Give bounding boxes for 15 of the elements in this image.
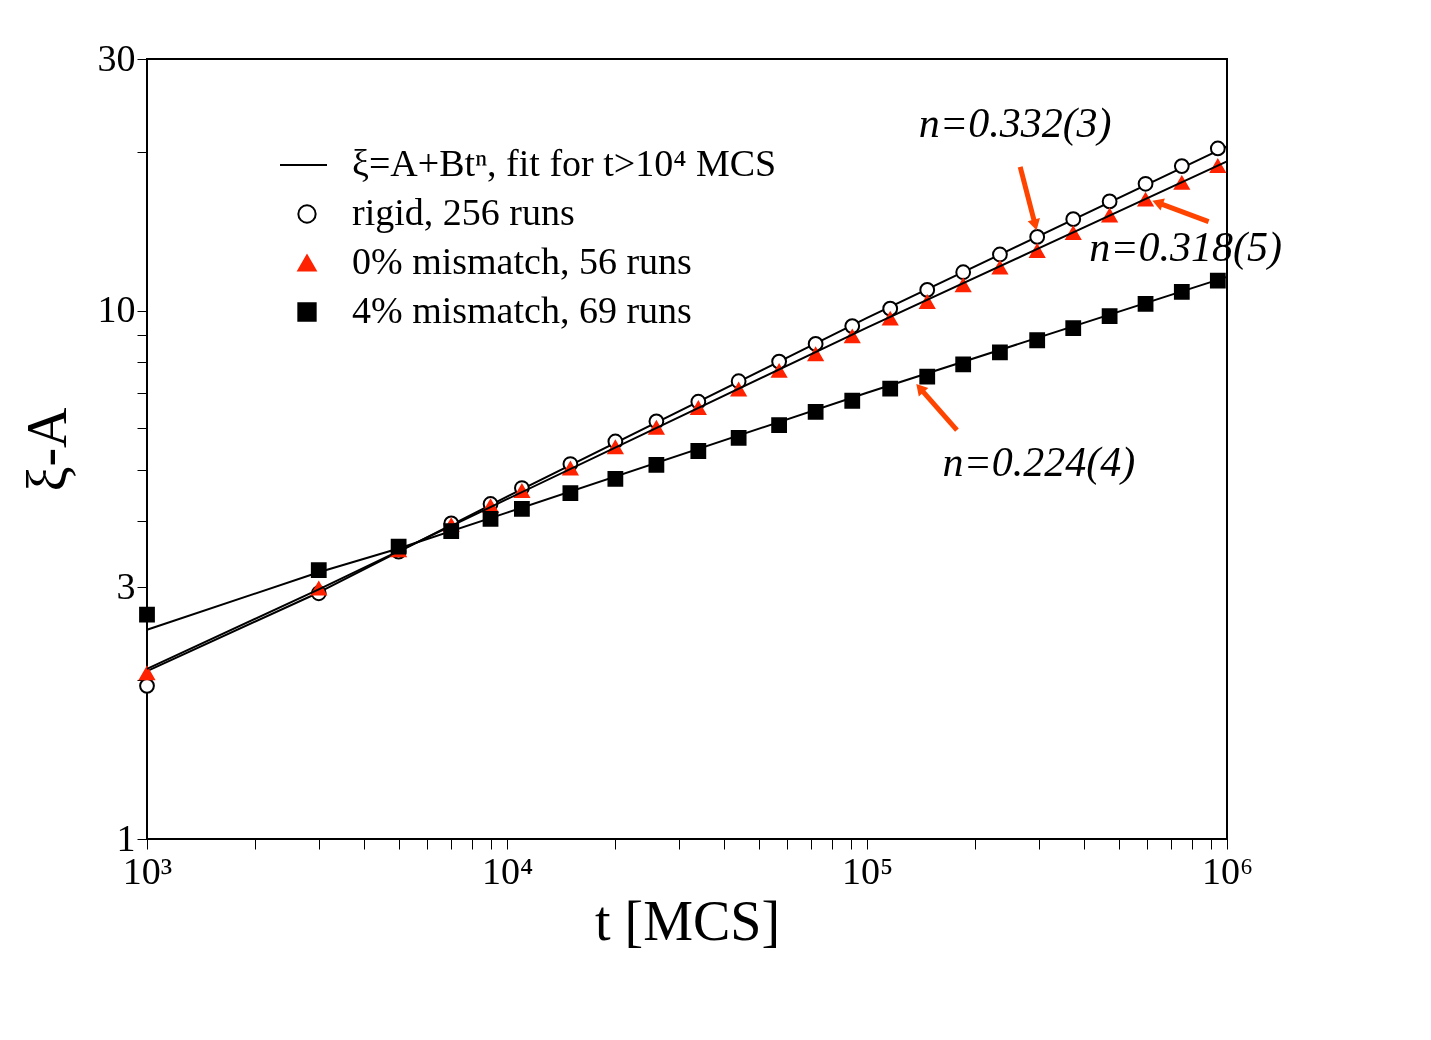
y-tick-label: 3 xyxy=(116,564,136,607)
y-axis-title: ξ-A xyxy=(15,406,78,492)
y-tick-label: 1 xyxy=(116,816,136,859)
x-tick-label: 10⁴ xyxy=(481,849,534,892)
y-tick-label: 10 xyxy=(97,288,136,331)
y-tick-label: 30 xyxy=(97,36,136,79)
annotation: n=0.224(4) xyxy=(942,439,1136,487)
x-tick-label: 10⁵ xyxy=(841,849,894,892)
legend-label: 0% mismatch, 56 runs xyxy=(352,240,692,282)
legend-label: 4% mismatch, 69 runs xyxy=(352,289,692,331)
annotation: n=0.332(3) xyxy=(918,99,1112,147)
x-axis-title: t [MCS] xyxy=(594,889,781,952)
x-tick-label: 10⁶ xyxy=(1201,849,1254,892)
legend-label: ξ=A+Btⁿ, fit for t>10⁴ MCS xyxy=(352,142,777,184)
legend-label: rigid, 256 runs xyxy=(352,191,575,233)
